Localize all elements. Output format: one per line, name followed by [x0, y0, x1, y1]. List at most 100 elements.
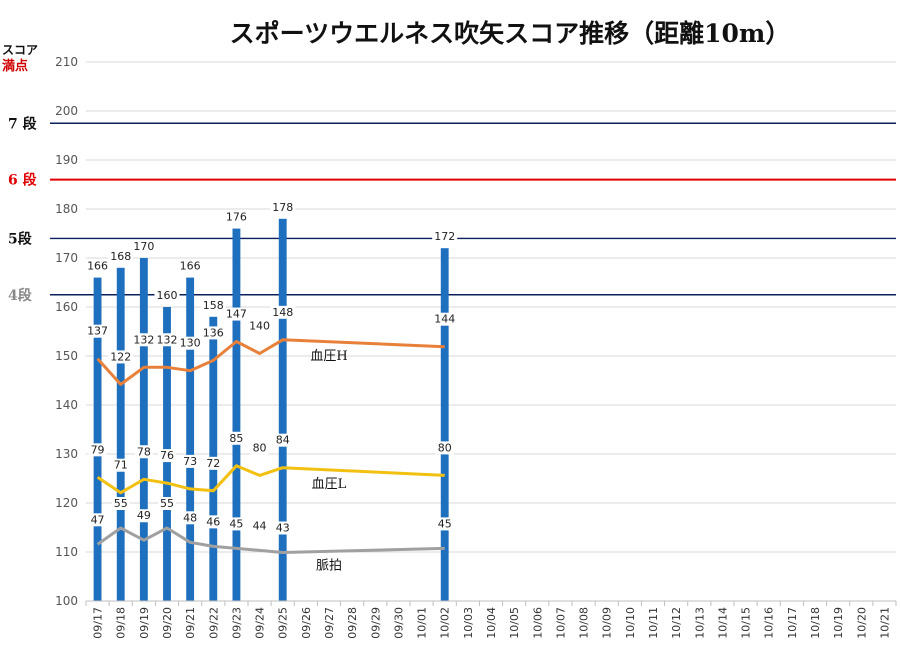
x-tick-label: 10/18 — [809, 607, 822, 639]
series-name-label: 血圧L — [312, 477, 347, 492]
bar-value-label: 166 — [87, 260, 108, 273]
line-value-label: 72 — [206, 457, 220, 470]
line-value-label-bg — [204, 456, 223, 470]
line-value-label: 49 — [137, 509, 151, 522]
y-axis-max-note: 満点 — [2, 58, 28, 74]
x-tick-label: 09/17 — [92, 607, 105, 639]
line-value-label-bg — [250, 441, 269, 455]
x-tick-label: 10/03 — [462, 607, 475, 639]
line-value-label: 78 — [137, 445, 151, 458]
line-value-label-bg — [204, 515, 223, 529]
line-value-label: 132 — [133, 333, 154, 346]
line-value-label-bg — [273, 433, 292, 447]
bar-value-label-bg — [200, 298, 226, 312]
bar-value-label: 160 — [157, 289, 178, 302]
line-value-label: 73 — [183, 455, 197, 468]
series-name-label: 脈拍 — [316, 558, 342, 573]
score-bar — [440, 248, 449, 601]
score-bar — [186, 277, 195, 601]
bar-value-label-bg — [108, 249, 134, 263]
line-value-label-bg — [158, 449, 176, 463]
line-血圧H — [96, 338, 445, 386]
x-tick-label: 09/20 — [161, 607, 174, 639]
x-tick-label: 10/14 — [716, 607, 729, 639]
x-tick-label: 10/13 — [693, 607, 706, 639]
line-value-label: 44 — [253, 519, 267, 532]
line-value-label: 48 — [183, 511, 197, 524]
line-value-label-bg — [432, 312, 458, 326]
y-tick-label: 140 — [55, 398, 78, 412]
line-value-label: 122 — [110, 350, 131, 363]
line-value-label-bg — [131, 333, 157, 347]
line-value-label-bg — [270, 305, 296, 319]
x-tick-label: 10/01 — [416, 607, 429, 639]
vital-lines — [96, 338, 445, 554]
score-bar — [116, 267, 125, 601]
x-tick-label: 10/05 — [508, 607, 521, 639]
x-tick-label: 10/12 — [670, 607, 683, 639]
x-tick-label: 09/26 — [300, 607, 313, 639]
x-tick-label: 09/23 — [230, 607, 243, 639]
bar-value-label-bg — [154, 289, 180, 302]
x-tick-label: 09/18 — [115, 607, 128, 639]
x-tick-label: 09/21 — [184, 607, 197, 639]
score-bar — [93, 277, 102, 601]
line-value-label-bg — [111, 458, 130, 472]
x-tick-label: 10/20 — [855, 607, 868, 639]
bar-value-label-bg — [270, 200, 296, 214]
x-tick-label: 10/16 — [763, 607, 776, 639]
line-value-label-bg — [108, 350, 134, 364]
y-tick-label: 200 — [55, 104, 78, 118]
x-tick-label: 10/15 — [740, 607, 753, 639]
bar-value-label: 158 — [203, 299, 224, 312]
line-value-label: 47 — [91, 513, 105, 526]
rank-label: 7 段 — [8, 115, 37, 132]
line-value-label-bg — [154, 333, 180, 347]
bar-value-label: 170 — [133, 240, 154, 253]
score-bar — [278, 218, 287, 602]
y-tick-label: 130 — [55, 447, 78, 461]
line-value-label: 71 — [114, 459, 128, 472]
line-value-label-bg — [227, 431, 246, 445]
x-tick-label: 10/21 — [878, 607, 891, 639]
x-tick-label: 10/19 — [832, 607, 845, 639]
series-name-label: 血圧H — [310, 349, 347, 364]
line-value-label-bg — [134, 509, 153, 523]
line-value-label-bg — [158, 496, 176, 510]
line-value-label: 85 — [229, 432, 243, 445]
line-value-label: 45 — [438, 517, 452, 530]
line-value-label: 132 — [157, 333, 178, 346]
line-value-label: 140 — [249, 320, 270, 333]
x-tick-label: 10/17 — [786, 607, 799, 639]
line-value-label-bg — [435, 517, 454, 531]
x-tick-label: 10/09 — [601, 607, 614, 639]
rank-label: 5段 — [8, 230, 32, 247]
bar-value-label: 178 — [272, 201, 293, 214]
y-tick-label: 100 — [55, 594, 78, 608]
line-value-label-bg — [200, 326, 226, 340]
line-value-label-bg — [177, 336, 203, 350]
score-bar — [232, 228, 241, 601]
line-value-label-bg — [435, 441, 454, 455]
y-tick-label: 210 — [55, 55, 78, 69]
x-tick-label: 09/22 — [207, 607, 220, 639]
x-tick-label: 09/19 — [138, 607, 151, 639]
y-tick-label: 110 — [55, 545, 78, 559]
line-value-label-bg — [134, 445, 153, 459]
y-tick-label: 170 — [55, 251, 78, 265]
line-value-label: 55 — [114, 497, 128, 510]
x-tick-label: 10/11 — [647, 607, 660, 639]
y-tick-label: 160 — [55, 300, 78, 314]
x-tick-label: 09/29 — [369, 607, 382, 639]
line-value-label-bg — [223, 307, 249, 321]
line-value-label: 80 — [253, 441, 267, 454]
line-value-label: 45 — [229, 517, 243, 530]
bar-value-label-bg — [177, 259, 203, 273]
rank-label: 4段 — [8, 287, 32, 304]
line-value-label: 147 — [226, 308, 247, 321]
x-tick-label: 09/27 — [323, 607, 336, 639]
bar-value-label-bg — [131, 240, 157, 253]
x-tick-label: 10/10 — [624, 607, 637, 639]
